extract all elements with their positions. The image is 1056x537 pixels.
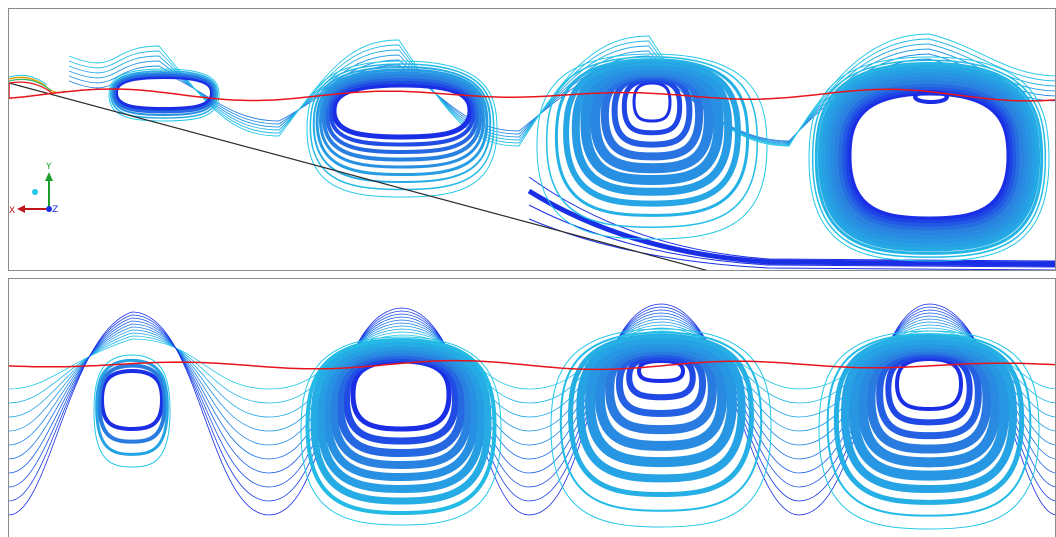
bottom-vortex-4-ring	[818, 330, 1040, 530]
bottom-vortex-4-ring	[876, 349, 982, 440]
x-axis-arrowhead	[17, 205, 25, 213]
top-vortex-4-ring	[830, 75, 1028, 239]
bottom-vortex-1-ring	[93, 354, 171, 468]
bottom-vortex-2-ring	[335, 350, 467, 458]
top-bed-streamline	[528, 176, 1055, 262]
top-vortex-4-ring	[811, 59, 1047, 258]
bottom-panel-flat-bed-streamlines	[8, 278, 1056, 537]
bottom-vortex-4-ring	[894, 356, 964, 412]
top-vortex-2-ring	[321, 73, 483, 162]
top-vortex-1-ring	[113, 74, 215, 112]
z-axis-dot	[46, 206, 52, 212]
top-vortex-2-ring	[309, 63, 495, 191]
z-axis-label: Z	[52, 205, 58, 215]
top-vortex-2-ring	[312, 65, 492, 184]
sloped-bed-line	[9, 82, 708, 270]
top-bed-streamline	[527, 188, 1055, 267]
x-axis-label: X	[9, 206, 15, 216]
light-source-dot	[32, 189, 38, 195]
bottom-vortex-1-ring	[95, 358, 169, 456]
top-vortex-4-ring	[842, 86, 1016, 226]
top-vortex-1-ring	[112, 73, 216, 114]
top-panel-sloped-bed-streamlines: Y X Z	[8, 8, 1056, 271]
bottom-vortex-1-ring	[97, 363, 167, 444]
top-vortex-3-ring	[621, 77, 683, 136]
top-bed-streamline	[528, 204, 1055, 268]
bottom-vortex-3-ring	[559, 331, 763, 512]
top-vortex-3-ring	[554, 58, 750, 217]
bottom-vortex-3-ring	[576, 335, 746, 483]
top-outer-streamline	[68, 48, 1055, 144]
bottom-vortex-4-ring	[866, 345, 992, 454]
bottom-streamline-plot	[9, 303, 1055, 530]
y-axis-label: Y	[45, 162, 52, 172]
free-surface-line	[9, 83, 1055, 102]
bottom-vortex-4-ring	[857, 341, 1001, 468]
top-vortex-2-ring	[318, 71, 486, 169]
bottom-vortex-4-ring	[848, 338, 1010, 481]
top-vortex-4-ring	[821, 67, 1037, 249]
top-vortex-1-ring	[108, 68, 220, 122]
top-vortex-1-ring	[109, 70, 219, 119]
bottom-vortex-3-ring	[594, 341, 728, 451]
bottom-vortex-4-ring	[885, 352, 973, 426]
top-vortex-4-ring	[817, 64, 1041, 252]
top-vortex-3-ring	[545, 56, 759, 228]
bottom-vortex-2-ring	[342, 354, 460, 445]
coordinate-axis-triad: Y X Z	[9, 162, 58, 216]
top-vortex-4-ring	[846, 90, 1012, 222]
bottom-vortex-3-ring	[585, 338, 737, 468]
top-vortex-1-ring	[111, 71, 217, 117]
top-streamline-plot: Y X Z	[9, 33, 1055, 270]
y-axis-arrowhead	[45, 172, 53, 181]
bottom-vortex-2-ring	[310, 339, 492, 505]
top-vortex-4-ring	[808, 56, 1050, 262]
top-vortex-4-ring	[814, 62, 1044, 255]
inlet-jet	[9, 74, 66, 95]
bottom-vortex-1-ring	[99, 368, 165, 432]
free-surface-line	[9, 359, 1055, 371]
bottom-vortex-3-ring	[615, 350, 707, 417]
top-vortex-3-ring	[600, 70, 704, 161]
top-vortex-2-ring	[328, 79, 476, 147]
top-vortex-2-ring	[325, 76, 479, 155]
top-vortex-2-ring	[315, 68, 489, 177]
bottom-vortex-2-ring	[316, 341, 486, 494]
bottom-vortex-2-ring	[300, 336, 502, 526]
bottom-vortex-2-ring	[329, 347, 473, 470]
bottom-vortex-4-ring	[840, 336, 1018, 494]
top-vortex-4-ring	[827, 73, 1031, 242]
top-vortex-2-ring	[331, 82, 473, 140]
bottom-vortex-4-ring	[833, 334, 1025, 505]
bottom-vortex-4-ring	[826, 333, 1032, 517]
bottom-vortex-3-ring	[550, 328, 772, 528]
bottom-vortex-3-ring	[568, 333, 754, 498]
top-vortex-3-ring	[563, 59, 741, 207]
top-vortex-3-ring	[590, 66, 714, 174]
bottom-vortex-3-ring	[636, 358, 686, 384]
bottom-vortex-3-ring	[605, 345, 717, 435]
bottom-vortex-2-ring	[350, 358, 452, 432]
bottom-vortex-2-ring	[305, 337, 497, 516]
top-vortex-2-ring	[306, 60, 498, 198]
bottom-vortex-2-ring	[322, 344, 480, 482]
top-vortex-3-ring	[580, 63, 724, 186]
bottom-vortex-streamlines	[93, 328, 1040, 530]
top-vortex-3-ring	[632, 81, 672, 123]
top-vortex-4-ring	[824, 70, 1034, 245]
top-vortex-3-ring	[536, 53, 768, 240]
top-vortex-streamlines	[108, 53, 1050, 262]
top-vortex-3-ring	[571, 61, 733, 196]
